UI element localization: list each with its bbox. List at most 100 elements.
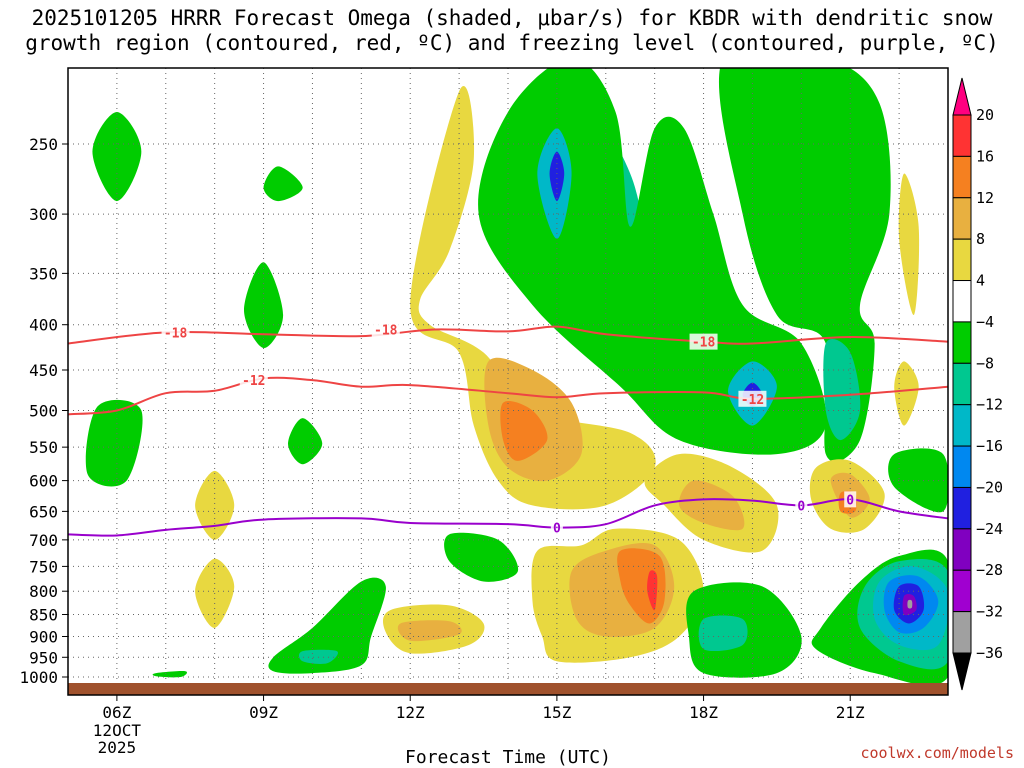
contour-line-0 — [68, 325, 948, 345]
colorbar-min-triangle — [952, 652, 972, 691]
colorbar-bin-2 — [952, 155, 972, 199]
y-tick-label-550: 550 — [29, 438, 58, 457]
omega-region-2 — [244, 262, 284, 349]
x-tick-date-1: 2025 — [98, 738, 137, 757]
colorbar-label-10: −24 — [976, 520, 1003, 538]
colorbar-bin-1 — [952, 114, 972, 157]
ground-surface — [68, 683, 948, 695]
x-tick-label-9: 09Z — [249, 703, 278, 722]
colorbar-bin-13 — [952, 611, 972, 654]
ground-bar — [68, 683, 948, 695]
contour-label-2-0: 0 — [553, 522, 561, 537]
y-axis: 250 300 350 400 450 500 550 600 650 700 750 800 850 9… — [19, 135, 68, 687]
omega-region-4 — [288, 418, 323, 465]
colorbar-label-6: −8 — [976, 354, 994, 372]
omega-region-11 — [549, 151, 565, 202]
y-tick-label-350: 350 — [29, 264, 58, 283]
colorbar-label-8: −16 — [976, 437, 1003, 455]
omega-region-23 — [152, 671, 188, 678]
x-tick-label-18: 18Z — [689, 703, 718, 722]
contour-label-bg-0-0 — [161, 324, 190, 341]
contour-label-1-1: -12 — [741, 393, 764, 408]
temperature-contours: -18 -18 -18 -12 -12 0 0 0 — [68, 321, 948, 537]
omega-region-44 — [894, 361, 919, 426]
colorbar-label-11: −28 — [976, 561, 1003, 579]
contour-label-0-2: -18 — [692, 336, 716, 351]
omega-region-43 — [898, 173, 920, 316]
omega-region-3 — [85, 399, 143, 487]
omega-region-0 — [92, 111, 142, 202]
colorbar-label-1: 16 — [976, 147, 994, 165]
colorbar-max-triangle — [952, 77, 972, 116]
contour-label-bg-1-1 — [738, 390, 767, 407]
y-tick-label-1000: 1000 — [19, 668, 58, 687]
contour-label-bg-1-0 — [239, 372, 268, 389]
omega-region-27 — [647, 570, 658, 611]
x-tick-label-6: 06Z — [102, 703, 131, 722]
colorbar-label-13: −36 — [976, 644, 1003, 662]
colorbar: 20 16 12 8 4 −4 −8 −12 −16 −20 −24 −28 −32 −36 — [952, 77, 1003, 691]
colorbar-bin-4 — [952, 238, 972, 282]
omega-region-29 — [397, 620, 462, 642]
grid-lines — [68, 68, 948, 683]
contour-label-bg-0-2 — [689, 333, 718, 350]
colorbar-label-0: 20 — [976, 106, 994, 124]
plot-frame — [67, 67, 949, 696]
contour-label-1-0: -12 — [242, 374, 265, 389]
chart-title-line-1: 2025101205 HRRR Forecast Omega (shaded, … — [31, 6, 993, 30]
contour-label-2-2: 0 — [846, 493, 854, 508]
credit-link[interactable]: coolwx.com/models — [860, 744, 1014, 762]
contour-label-bg-0-1 — [371, 321, 400, 338]
colorbar-bin-11 — [952, 528, 972, 571]
colorbar-bin-3 — [952, 197, 972, 240]
chart-title: 2025101205 HRRR Forecast Omega (shaded, … — [0, 6, 1024, 56]
contour-label-bg-2-2 — [844, 491, 857, 508]
y-tick-label-850: 850 — [29, 606, 58, 625]
x-tick-label-12: 12Z — [396, 703, 425, 722]
y-tick-label-800: 800 — [29, 582, 58, 601]
omega-region-7 — [500, 400, 548, 461]
contour-label-0-1: -18 — [374, 323, 398, 338]
contour-label-bg-2-1 — [795, 497, 808, 514]
y-tick-label-600: 600 — [29, 472, 58, 491]
x-tick-date-0: 12OCT — [93, 721, 142, 740]
contour-label-0-0: -18 — [164, 326, 188, 341]
chart-title-line-2: growth region (contoured, red, ºC) and f… — [25, 31, 999, 55]
y-tick-label-250: 250 — [29, 135, 58, 154]
y-tick-label-950: 950 — [29, 648, 58, 667]
omega-shading — [85, 68, 948, 686]
colorbar-label-12: −32 — [976, 603, 1003, 621]
y-tick-label-450: 450 — [29, 361, 58, 380]
contour-label-2-1: 0 — [797, 499, 805, 514]
omega-region-41 — [907, 599, 913, 609]
y-tick-label-400: 400 — [29, 316, 58, 335]
contour-label-bg-2-0 — [550, 519, 563, 536]
omega-region-1 — [263, 166, 303, 202]
colorbar-label-2: 12 — [976, 189, 994, 207]
omega-region-20 — [444, 532, 519, 582]
omega-region-18 — [195, 470, 235, 540]
colorbar-bin-12 — [952, 569, 972, 613]
omega-region-5 — [410, 86, 656, 510]
x-tick-label-21: 21Z — [836, 703, 865, 722]
colorbar-bin-5 — [952, 280, 972, 323]
omega-region-21 — [268, 577, 386, 674]
colorbar-bin-9 — [952, 445, 972, 488]
y-tick-label-750: 750 — [29, 557, 58, 576]
y-tick-label-500: 500 — [29, 402, 58, 421]
y-tick-label-900: 900 — [29, 627, 58, 646]
colorbar-label-7: −12 — [976, 396, 1003, 414]
omega-region-31 — [698, 615, 748, 652]
colorbar-label-4: 4 — [976, 272, 985, 290]
colorbar-bin-8 — [952, 404, 972, 447]
y-tick-label-650: 650 — [29, 502, 58, 521]
omega-region-13 — [823, 339, 861, 441]
colorbar-label-5: −4 — [976, 313, 994, 331]
colorbar-bin-10 — [952, 486, 972, 530]
x-tick-label-15: 15Z — [542, 703, 571, 722]
colorbar-bin-7 — [952, 362, 972, 406]
y-tick-label-300: 300 — [29, 205, 58, 224]
omega-region-17 — [678, 480, 745, 531]
